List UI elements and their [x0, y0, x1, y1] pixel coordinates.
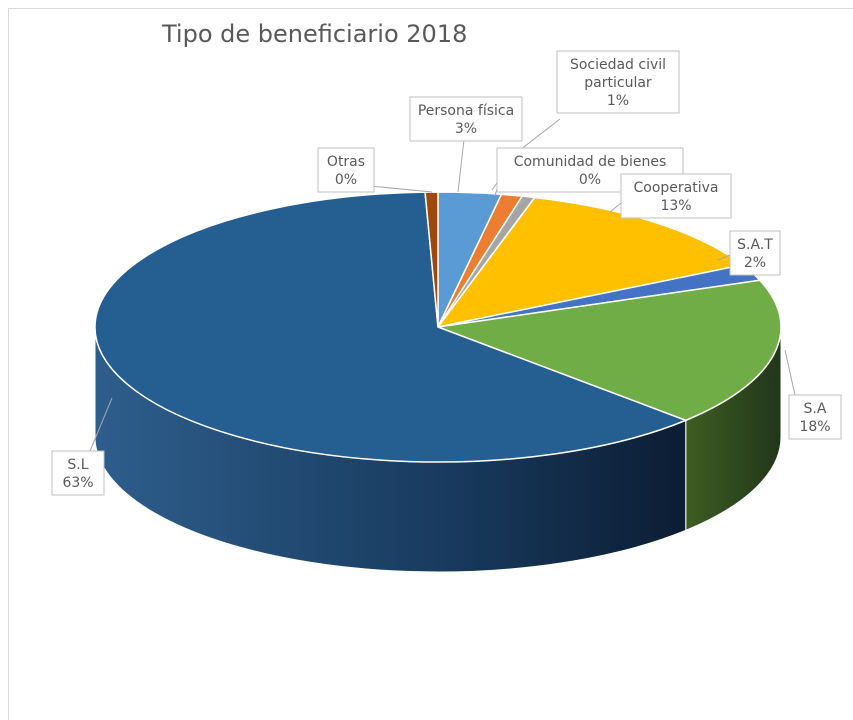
leader-line [89, 397, 113, 452]
slice-s-a [437, 279, 782, 422]
data-label-box [620, 173, 732, 219]
data-label-value: 1% [607, 93, 629, 109]
data-labels: Persona física 3% Sociedad civil particular… [51, 50, 842, 496]
data-label-value: 13% [660, 198, 691, 214]
data-label-s-l: S.L 63% [51, 450, 105, 496]
data-label-s-a-t: S.A.T 2% [729, 230, 781, 276]
data-label-value: 2% [744, 255, 766, 271]
data-label-category: Otras [327, 154, 365, 170]
data-label-value: 0% [579, 172, 601, 188]
data-label-category: Persona física [418, 103, 514, 119]
data-label-value: 3% [455, 121, 477, 137]
data-label-value: 63% [62, 475, 93, 491]
leader-line [784, 349, 796, 396]
data-label-sociedad-civil-particular: Sociedad civil particular 1% [556, 50, 680, 114]
data-label-box [788, 394, 842, 440]
data-label-box [317, 147, 375, 193]
chart-title: Tipo de beneficiario 2018 [162, 20, 468, 48]
leader-line [717, 254, 731, 261]
data-label-value: 18% [799, 419, 830, 435]
slice-s-l [94, 191, 688, 463]
data-label-otras: Otras 0% [317, 147, 375, 193]
data-label-value: 0% [335, 172, 357, 188]
data-label-box [729, 230, 781, 276]
chart-frame [8, 8, 853, 720]
data-label-persona-f-sica: Persona física 3% [409, 96, 523, 142]
data-label-box [409, 96, 523, 142]
data-label-category: particular [584, 75, 652, 91]
data-label-category: S.A [804, 401, 827, 417]
data-label-category: Comunidad de bienes [514, 154, 667, 170]
pie-top-slices [94, 191, 782, 463]
data-label-s-a: S.A 18% [788, 394, 842, 440]
data-label-category: S.A.T [737, 237, 773, 253]
data-label-cooperativa: Cooperativa 13% [620, 173, 732, 219]
leader-line [609, 202, 622, 213]
leader-line [369, 185, 433, 193]
data-label-category: S.L [67, 457, 88, 473]
data-label-category: Cooperativa [634, 180, 719, 196]
data-label-box [51, 450, 105, 496]
data-label-category: Sociedad civil [570, 57, 666, 73]
data-label-box [556, 50, 680, 114]
